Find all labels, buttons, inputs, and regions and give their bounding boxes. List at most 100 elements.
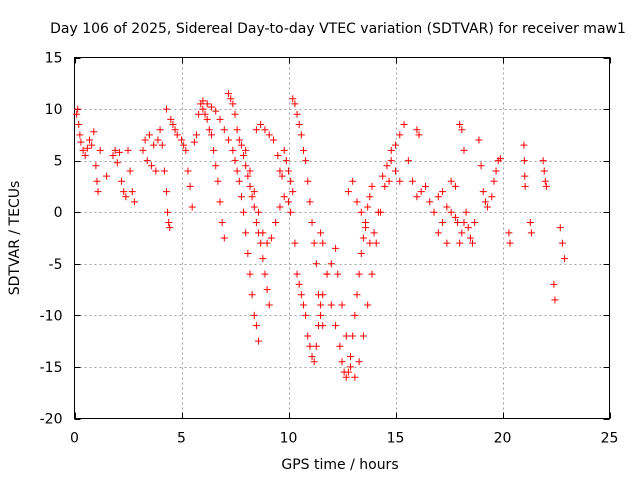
data-point <box>220 234 228 242</box>
x-tick-label: 0 <box>70 431 79 447</box>
x-tick-label: 5 <box>177 431 186 447</box>
y-tick-label: 0 <box>54 205 63 221</box>
data-point <box>349 332 357 340</box>
data-point <box>158 141 166 149</box>
data-point <box>261 126 269 134</box>
data-point <box>280 193 288 201</box>
data-point <box>492 167 500 175</box>
data-point <box>496 155 504 163</box>
data-point <box>520 141 528 149</box>
data-point <box>443 203 451 211</box>
data-point <box>505 229 513 237</box>
y-tick-label: 5 <box>54 154 63 170</box>
data-point <box>520 157 528 165</box>
data-point <box>244 249 252 257</box>
data-point <box>270 136 278 144</box>
data-point <box>214 177 222 185</box>
data-point <box>148 162 156 170</box>
data-point <box>344 368 352 376</box>
data-point <box>210 146 218 154</box>
data-point <box>182 146 190 154</box>
data-point <box>88 141 96 149</box>
data-point <box>240 151 248 159</box>
data-point <box>484 203 492 211</box>
data-point <box>291 100 299 108</box>
y-axis-label: SDTVAR / TECUs <box>7 181 23 296</box>
data-point <box>439 188 447 196</box>
data-point <box>357 249 365 257</box>
data-point <box>464 224 472 232</box>
data-point <box>265 131 273 139</box>
data-point <box>207 103 215 111</box>
data-point <box>287 177 295 185</box>
data-point <box>368 270 376 278</box>
data-point <box>370 229 378 237</box>
data-point <box>124 146 132 154</box>
data-point <box>336 342 344 350</box>
data-point <box>374 208 382 216</box>
data-point <box>128 188 136 196</box>
data-point <box>293 270 301 278</box>
data-point <box>195 110 203 118</box>
data-point <box>466 234 474 242</box>
data-point <box>152 167 160 175</box>
data-point <box>521 172 529 180</box>
data-point <box>439 219 447 227</box>
data-point <box>392 141 399 149</box>
data-point <box>347 363 355 371</box>
data-point <box>392 167 399 175</box>
data-point <box>274 151 282 159</box>
data-point <box>237 193 245 201</box>
data-point <box>248 193 256 201</box>
data-point <box>456 239 464 247</box>
data-point <box>527 229 535 237</box>
data-point <box>342 373 350 381</box>
data-point <box>312 342 320 350</box>
data-point <box>164 208 172 216</box>
data-point <box>77 138 85 146</box>
data-point <box>379 172 387 180</box>
data-point <box>342 332 350 340</box>
data-point <box>364 301 372 309</box>
data-point <box>111 146 119 154</box>
data-point <box>338 358 346 366</box>
data-point <box>458 229 466 237</box>
data-point <box>163 105 171 113</box>
data-point <box>359 332 367 340</box>
data-point <box>103 172 111 180</box>
data-point <box>242 162 250 170</box>
data-point <box>156 126 164 134</box>
data-point <box>332 244 340 252</box>
data-point <box>359 234 367 242</box>
data-point <box>413 193 421 201</box>
data-point <box>297 131 305 139</box>
data-point <box>355 358 363 366</box>
data-point <box>327 260 335 268</box>
data-point <box>282 157 290 165</box>
data-marks <box>73 90 569 381</box>
data-point <box>521 182 529 190</box>
x-tick-label: 10 <box>280 431 298 447</box>
data-point <box>141 136 149 144</box>
data-point <box>252 322 260 330</box>
data-point <box>263 239 271 247</box>
data-point <box>229 100 237 108</box>
data-point <box>344 188 352 196</box>
data-point <box>349 177 357 185</box>
data-point <box>109 151 117 159</box>
data-point <box>353 291 361 299</box>
data-point <box>541 177 549 185</box>
data-point <box>526 219 534 227</box>
data-point <box>169 121 177 129</box>
data-point <box>334 270 342 278</box>
data-point <box>561 255 569 263</box>
y-tick-label: -20 <box>40 412 63 428</box>
data-point <box>126 167 134 175</box>
data-point <box>171 126 179 134</box>
data-point <box>205 126 213 134</box>
data-point <box>404 157 412 165</box>
data-point <box>479 188 487 196</box>
data-point <box>289 188 297 196</box>
data-point <box>255 208 263 216</box>
